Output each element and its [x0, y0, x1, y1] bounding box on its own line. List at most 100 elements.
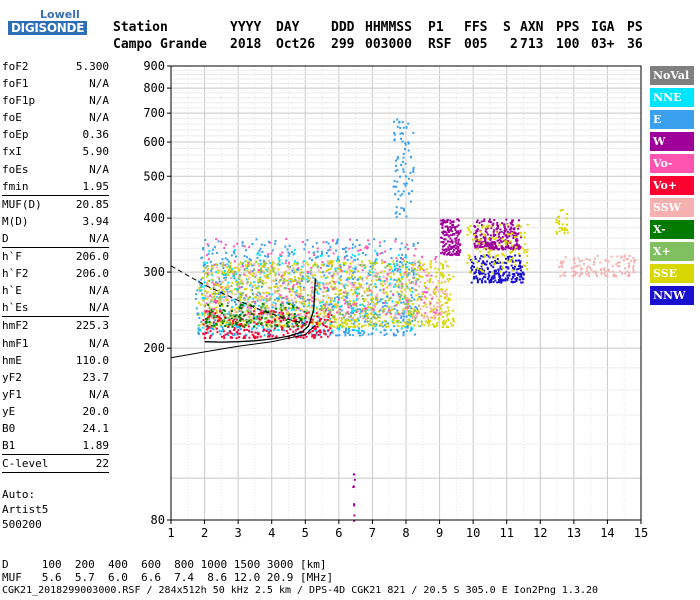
echo-point — [349, 238, 351, 241]
echo-point — [354, 282, 357, 284]
echo-point — [431, 281, 434, 284]
echo-point — [221, 258, 224, 261]
echo-point — [497, 273, 500, 276]
echo-point — [207, 296, 209, 299]
echo-point — [225, 290, 228, 293]
echo-point — [417, 297, 420, 300]
echo-point — [343, 270, 346, 273]
echo-point — [294, 278, 297, 281]
echo-point — [269, 286, 272, 289]
echo-point — [441, 226, 444, 229]
echo-point — [262, 270, 265, 273]
echo-point — [341, 324, 344, 327]
echo-point — [486, 260, 489, 263]
echo-point — [216, 300, 219, 302]
echo-point — [233, 249, 236, 252]
echo-point — [393, 325, 396, 328]
echo-point — [371, 267, 374, 270]
param-row: foEs N/A — [2, 161, 109, 178]
echo-point — [319, 266, 322, 269]
echo-point — [495, 231, 498, 234]
echo-point — [440, 252, 443, 255]
echo-point — [259, 259, 262, 262]
echo-point — [353, 259, 356, 262]
echo-point — [205, 320, 208, 323]
echo-point — [492, 233, 495, 236]
echo-point — [314, 261, 317, 264]
param-row: D N/A — [2, 230, 109, 249]
echo-point — [394, 316, 397, 319]
echo-point — [310, 269, 313, 272]
echo-point — [223, 337, 226, 340]
echo-point — [418, 324, 421, 327]
echo-point — [606, 275, 609, 278]
echo-point — [367, 239, 370, 242]
echo-point — [436, 321, 439, 324]
echo-point — [488, 218, 491, 221]
echo-point — [407, 318, 410, 321]
param-name: foEs — [2, 162, 29, 176]
echo-point — [300, 277, 303, 280]
echo-point — [263, 317, 266, 320]
echo-point — [492, 266, 495, 269]
echo-point — [364, 324, 367, 327]
echo-point — [604, 274, 607, 277]
echo-point — [266, 269, 269, 272]
echo-point — [270, 304, 273, 306]
echo-point — [431, 297, 433, 300]
echo-point — [416, 312, 419, 315]
echo-point — [243, 245, 246, 248]
echo-point — [425, 306, 428, 309]
echo-point — [383, 301, 386, 304]
echo-point — [250, 307, 253, 310]
echo-point — [395, 334, 397, 337]
echo-point — [361, 279, 364, 282]
echo-point — [274, 311, 277, 314]
echo-point — [487, 242, 490, 245]
echo-point — [276, 300, 279, 302]
echo-point — [318, 319, 321, 322]
echo-point — [518, 244, 521, 247]
echo-point — [495, 272, 497, 275]
echo-point — [293, 276, 296, 279]
echo-point — [323, 330, 326, 333]
echo-point — [295, 282, 298, 285]
echo-point — [289, 278, 292, 280]
echo-point — [443, 251, 446, 254]
echo-point — [405, 256, 408, 259]
echo-point — [308, 298, 311, 301]
echo-point — [231, 332, 234, 335]
echo-point — [247, 315, 250, 318]
echo-point — [419, 281, 422, 284]
echo-point — [438, 300, 441, 303]
y-tick-label: 300 — [143, 265, 165, 279]
echo-point — [251, 243, 254, 245]
echo-point — [517, 273, 519, 276]
echo-point — [340, 275, 342, 278]
echo-point — [333, 273, 336, 276]
echo-point — [497, 233, 500, 236]
echo-point — [445, 294, 448, 297]
echo-point — [265, 313, 268, 316]
echo-point — [271, 320, 274, 323]
echo-point — [280, 325, 283, 328]
echo-point — [358, 327, 361, 330]
echo-point — [420, 298, 423, 301]
echo-point — [557, 221, 560, 224]
echo-point — [231, 292, 234, 295]
echo-point — [370, 299, 373, 302]
header-row2-cell: 299 — [331, 37, 355, 52]
echo-point — [358, 276, 361, 279]
echo-point — [496, 221, 499, 224]
echo-point — [298, 292, 301, 295]
echo-point — [322, 282, 325, 285]
echo-point — [572, 259, 575, 262]
echo-point — [340, 309, 343, 312]
echo-point — [394, 283, 397, 286]
echo-point — [489, 255, 492, 258]
echo-point — [499, 270, 502, 273]
echo-point — [447, 229, 449, 232]
echo-point — [250, 269, 253, 272]
echo-point — [484, 276, 487, 279]
echo-point — [404, 282, 407, 285]
